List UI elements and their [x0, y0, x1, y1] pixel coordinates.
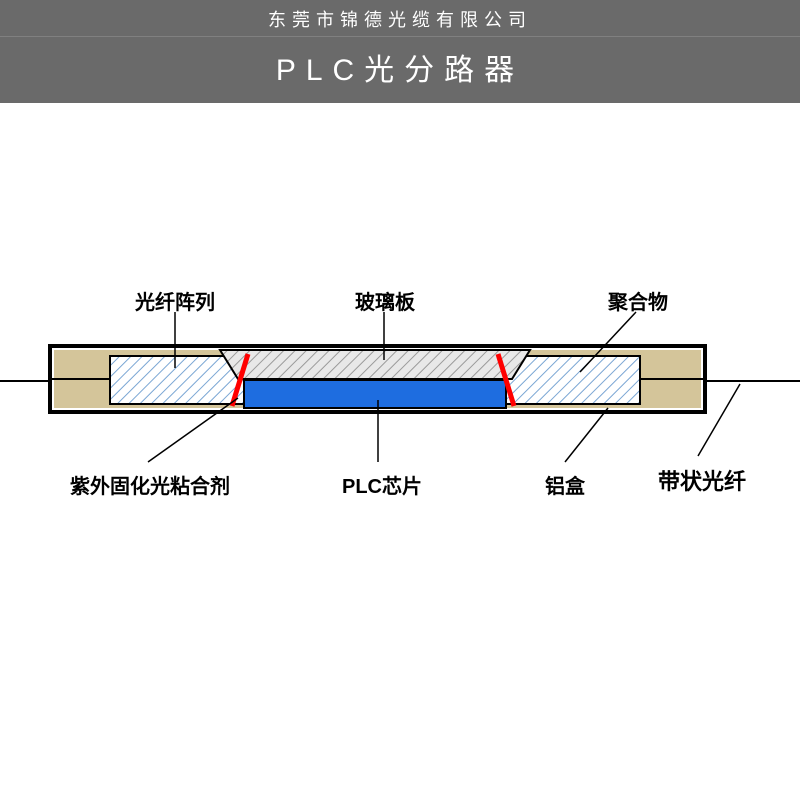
label-ribbon-fiber: 带状光纤 [658, 464, 746, 496]
label-polymer: 聚合物 [608, 286, 668, 315]
label-uv-adhesive: 紫外固化光粘合剂 [70, 470, 230, 499]
label-al-box: 铝盒 [545, 470, 585, 499]
label-fiber-array: 光纤阵列 [135, 286, 215, 315]
label-glass-plate: 玻璃板 [355, 286, 415, 315]
label-plc-chip: PLC芯片 [342, 470, 422, 499]
diagram-svg [0, 0, 800, 800]
diagram-canvas [0, 0, 800, 800]
